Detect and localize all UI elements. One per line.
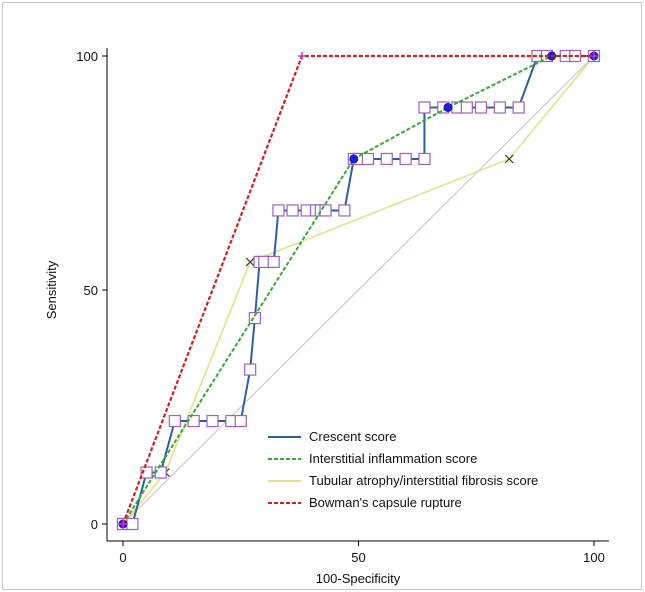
data-point-plus [590, 52, 598, 60]
data-point-square [154, 466, 167, 479]
data-point-cross [504, 154, 514, 164]
x-tick-label: 50 [351, 550, 365, 565]
data-point-square [418, 152, 431, 166]
legend-label: Crescent score [309, 429, 396, 444]
data-point-square [140, 466, 153, 479]
data-point-square [474, 101, 488, 114]
series-bowman-s-capsule-rupture [119, 52, 598, 528]
data-point-square [399, 152, 412, 166]
data-point-square [248, 311, 261, 325]
data-point-square [244, 363, 257, 376]
legend-item-tubular-atrophy-interstitial-fibrosis-score: Tubular atrophy/interstitial fibrosis sc… [268, 473, 538, 488]
data-point-plus [119, 520, 127, 528]
data-point-square [286, 204, 299, 217]
data-point-square [234, 414, 247, 428]
data-point-square [380, 152, 393, 166]
data-point-cross [245, 257, 255, 267]
legend-label: Bowman's capsule rupture [309, 495, 462, 510]
legend: Crescent score Interstitial inflammation … [268, 429, 538, 510]
x-tick-label: 100 [583, 550, 605, 565]
legend-item-crescent-score: Crescent score [268, 429, 396, 444]
data-point-square [512, 101, 525, 114]
data-point-square [493, 101, 506, 114]
data-point-square [272, 204, 285, 217]
legend-label: Tubular atrophy/interstitial fibrosis sc… [309, 473, 538, 488]
x-tick-label: 0 [119, 550, 126, 565]
diagonal-layer [122, 55, 595, 525]
data-point-square [267, 255, 280, 269]
data-point-circle [349, 154, 359, 164]
data-point-square [206, 414, 219, 428]
reference-diagonal-line [122, 55, 595, 525]
x-axis-title: 100-Specificity [316, 571, 401, 586]
data-point-square [126, 517, 139, 531]
data-point-circle [443, 102, 453, 112]
y-tick-label: 50 [84, 283, 98, 298]
tick-layer: 0 50 100 0 50 100 [76, 49, 605, 565]
y-tick-label: 100 [76, 49, 98, 64]
y-axis-title: Sensitivity [44, 260, 59, 319]
legend-item-interstitial-inflammation-score: Interstitial inflammation score [268, 451, 477, 466]
data-point-square [418, 101, 431, 114]
series-layer [116, 49, 601, 531]
data-point-square [338, 204, 351, 217]
data-point-square [319, 204, 332, 217]
data-point-square [187, 414, 200, 428]
data-point-square [361, 152, 375, 166]
data-point-square [168, 414, 181, 428]
data-point-plus [297, 52, 306, 60]
y-tick-label: 0 [91, 517, 98, 532]
legend-label: Interstitial inflammation score [309, 451, 477, 466]
data-point-square [460, 101, 473, 114]
legend-item-bowman-s-capsule-rupture: Bowman's capsule rupture [268, 495, 462, 510]
